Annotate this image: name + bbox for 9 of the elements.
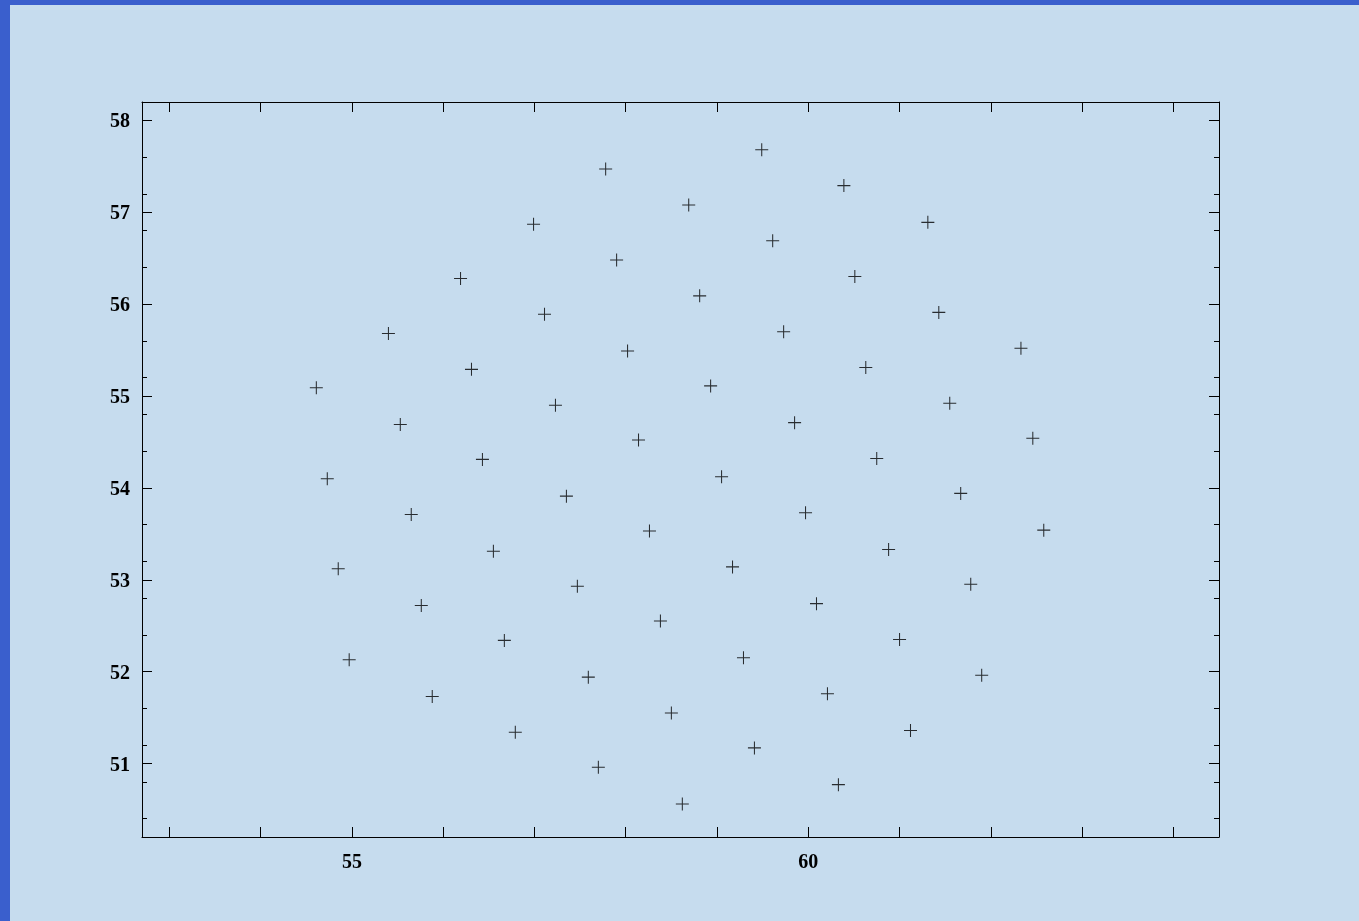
y-tick-label: 58	[110, 109, 130, 132]
y-tick-label: 56	[110, 293, 130, 316]
y-tick-label: 57	[110, 201, 130, 224]
y-tick-label: 52	[110, 660, 130, 683]
y-tick-label: 51	[110, 752, 130, 775]
y-tick-label: 54	[110, 476, 130, 499]
y-tick-label: 55	[110, 385, 130, 407]
y-tick-label: 53	[110, 568, 130, 591]
x-tick-label: 60	[798, 850, 819, 872]
